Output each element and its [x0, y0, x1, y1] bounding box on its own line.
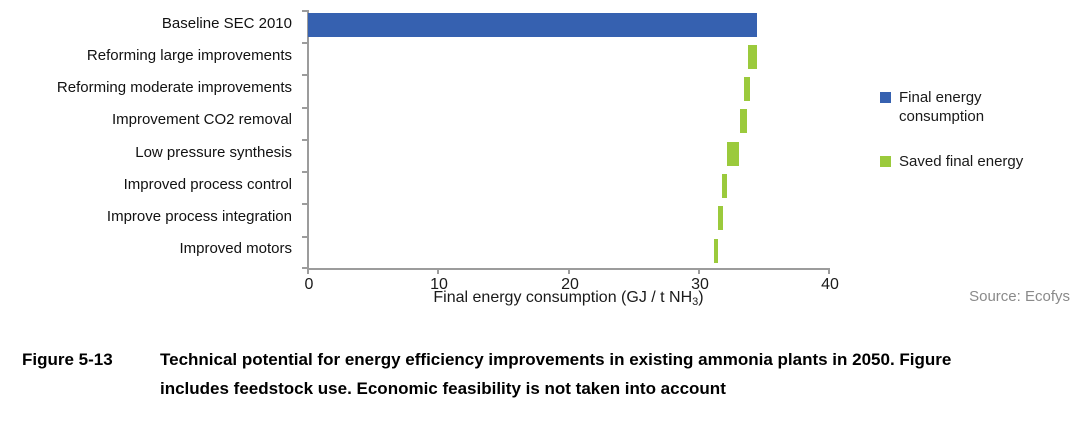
y-axis-label-6: Improve process integration	[106, 208, 292, 225]
figure-number: Figure 5-13	[22, 350, 113, 369]
x-axis-tick-label-20: 20	[561, 276, 579, 293]
x-axis-tick-label-30: 30	[691, 276, 709, 293]
y-axis-label-7: Improved motors	[179, 240, 292, 257]
bar-improve-process-integration	[718, 206, 724, 230]
y-axis-label-5: Improved process control	[123, 176, 292, 193]
y-axis-tick	[302, 203, 308, 205]
bar-reforming-moderate-improvements	[744, 77, 750, 101]
y-axis-tick	[302, 236, 308, 238]
x-axis-title-subscript: 3	[692, 296, 699, 308]
x-axis-title-main: Final energy consumption (GJ / t NH	[433, 289, 693, 306]
bar-improvement-co2-removal	[740, 109, 747, 133]
y-axis-tick	[302, 107, 308, 109]
legend-entry-final-energy-consumption: Final energy consumption	[880, 88, 1059, 126]
x-axis-tick	[698, 268, 700, 274]
bar-reforming-large-improvements	[748, 45, 758, 69]
x-axis-title: Final energy consumption (GJ / t NH3)	[308, 288, 829, 309]
figure-chart-area: Baseline SEC 2010 Reforming large improv…	[0, 10, 1070, 309]
y-axis-category-labels: Baseline SEC 2010 Reforming large improv…	[0, 10, 300, 268]
legend-label-final-energy-consumption: Final energy consumption	[899, 89, 985, 125]
bar-low-pressure-synthesis	[727, 142, 740, 166]
legend-entry-saved-final-energy: Saved final energy	[880, 152, 1023, 171]
y-axis-tick	[302, 74, 308, 76]
legend-label-saved-final-energy: Saved final energy	[899, 153, 1024, 170]
y-axis-label-2: Reforming moderate improvements	[56, 79, 292, 96]
y-axis-label-3: Improvement CO2 removal	[111, 111, 292, 128]
x-axis-tick-label-0: 0	[304, 276, 314, 293]
y-axis-label-0: Baseline SEC 2010	[161, 15, 292, 32]
y-axis-line	[307, 10, 309, 269]
x-axis-tick	[307, 268, 309, 274]
y-axis-tick	[302, 42, 308, 44]
plot-area: 0 10 20 30 40	[302, 10, 839, 293]
x-axis-tick	[828, 268, 830, 274]
bar-baseline-sec-2010	[308, 13, 758, 37]
x-axis-title-close: )	[698, 289, 704, 306]
source-note: Source: Ecofys	[969, 288, 1070, 305]
y-axis-label-4: Low pressure synthesis	[135, 144, 292, 161]
x-axis-tick	[437, 268, 439, 274]
x-axis-tick	[568, 268, 570, 274]
legend-swatch-blue-icon	[880, 92, 891, 103]
bar-improved-process-control	[722, 174, 728, 198]
bar-improved-motors	[714, 239, 719, 263]
y-axis-tick	[302, 171, 308, 173]
figure-caption: Figure 5-13 Technical potential for ener…	[0, 345, 1078, 403]
y-axis-tick	[302, 10, 308, 12]
y-axis-tick	[302, 139, 308, 141]
figure-caption-text: Technical potential for energy efficienc…	[160, 350, 952, 398]
x-axis-tick-label-10: 10	[430, 276, 448, 293]
legend-swatch-green-icon	[880, 156, 891, 167]
y-axis-label-1: Reforming large improvements	[86, 47, 292, 64]
x-axis-tick-label-40: 40	[821, 276, 839, 293]
y-axis-tick	[302, 267, 308, 269]
